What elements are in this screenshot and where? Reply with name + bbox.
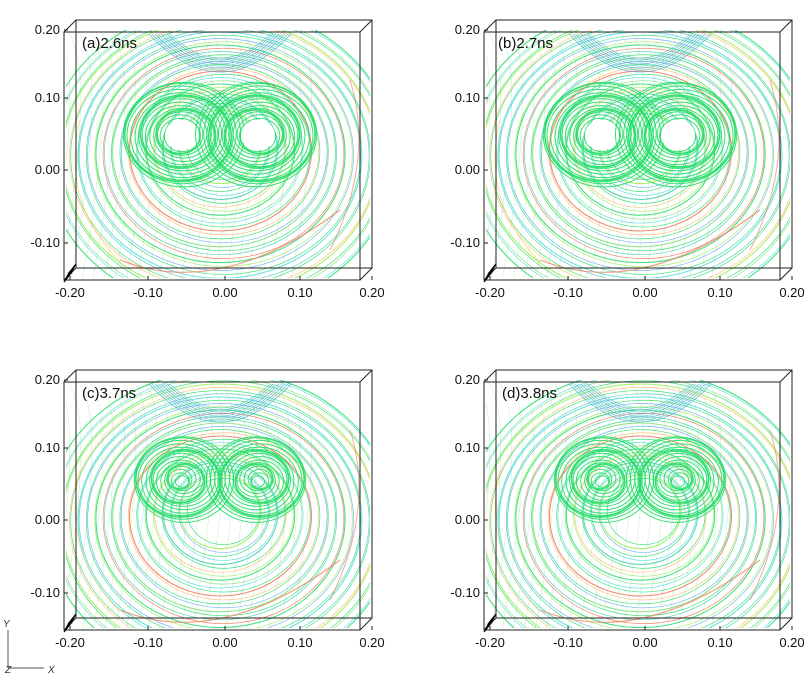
panel-c-label: (c)3.7ns xyxy=(82,385,136,402)
panel-c-y-tick-3: -0.10 xyxy=(30,585,60,600)
panel-b-x-tick-0: -0.20 xyxy=(475,285,505,300)
panel-c-streamlines xyxy=(66,380,370,628)
panel-a-frame xyxy=(63,19,373,281)
panel-b-x-tick-4: 0.20 xyxy=(779,285,804,300)
panel-c-x-tick-4: 0.20 xyxy=(359,635,384,650)
triad-y-label: Y xyxy=(3,619,11,630)
triad-x-label: X xyxy=(47,665,55,676)
triad-z-label: Z xyxy=(4,665,12,676)
panel-c-x-tick-0: -0.20 xyxy=(55,635,85,650)
panel-d-x-tick-0: -0.20 xyxy=(475,635,505,650)
panel-b-x-tick-2: 0.00 xyxy=(632,285,657,300)
axis-triad: Y Z X xyxy=(3,619,55,676)
panel-d-x-tick-3: 0.10 xyxy=(707,635,732,650)
panel-b-y-tick-0: 0.20 xyxy=(455,22,480,37)
panel-d-streamlines xyxy=(486,380,790,628)
panel-d-y-tick-1: 0.10 xyxy=(455,440,480,455)
panel-d-x-tick-4: 0.20 xyxy=(779,635,804,650)
panel-c-x-tick-2: 0.00 xyxy=(212,635,237,650)
panel-b-y-tick-1: 0.10 xyxy=(455,90,480,105)
panel-c-y-tick-2: 0.00 xyxy=(35,512,60,527)
panel-a-y-tick-1: 0.10 xyxy=(35,90,60,105)
panel-b-y-tick-2: 0.00 xyxy=(455,162,480,177)
panel-a-y-tick-0: 0.20 xyxy=(35,22,60,37)
panel-b-x-tick-1: -0.10 xyxy=(553,285,583,300)
panel-b: -0.20 -0.10 0.00 0.10 0.20 0.20 0.10 0.00 -0.10 (… xyxy=(450,19,805,300)
panel-d-label: (d)3.8ns xyxy=(502,385,557,402)
panel-d-frame xyxy=(483,369,793,631)
panel-a-x-tick-1: -0.10 xyxy=(133,285,163,300)
panel-c-x-tick-3: 0.10 xyxy=(287,635,312,650)
panel-a-streamlines xyxy=(66,30,370,278)
panel-d-y-tick-3: -0.10 xyxy=(450,585,480,600)
panel-a: -0.20 -0.10 0.00 0.10 0.20 0.20 0.10 0.00 -0.10 (… xyxy=(30,19,385,300)
panel-b-streamlines xyxy=(486,30,790,278)
panel-c-x-tick-1: -0.10 xyxy=(133,635,163,650)
panel-a-x-tick-4: 0.20 xyxy=(359,285,384,300)
panel-b-x-tick-3: 0.10 xyxy=(707,285,732,300)
panel-c-y-tick-0: 0.20 xyxy=(35,372,60,387)
panel-d-x-tick-1: -0.10 xyxy=(553,635,583,650)
panel-c-y-tick-1: 0.10 xyxy=(35,440,60,455)
panel-d: -0.20 -0.10 0.00 0.10 0.20 0.20 0.10 0.00 -0.10 (… xyxy=(450,369,805,650)
panel-a-x-tick-2: 0.00 xyxy=(212,285,237,300)
panel-a-x-tick-3: 0.10 xyxy=(287,285,312,300)
panel-a-y-tick-2: 0.00 xyxy=(35,162,60,177)
panel-d-x-tick-2: 0.00 xyxy=(632,635,657,650)
panel-d-y-tick-2: 0.00 xyxy=(455,512,480,527)
panel-a-x-tick-0: -0.20 xyxy=(55,285,85,300)
panel-c: -0.20 -0.10 0.00 0.10 0.20 0.20 0.10 0.00 -0.10 (… xyxy=(30,369,385,650)
panel-a-label: (a)2.6ns xyxy=(82,35,137,52)
panel-b-label: (b)2.7ns xyxy=(498,35,553,52)
panel-b-y-tick-3: -0.10 xyxy=(450,235,480,250)
panel-d-y-tick-0: 0.20 xyxy=(455,372,480,387)
panel-a-y-tick-3: -0.10 xyxy=(30,235,60,250)
panel-c-frame xyxy=(63,369,373,631)
